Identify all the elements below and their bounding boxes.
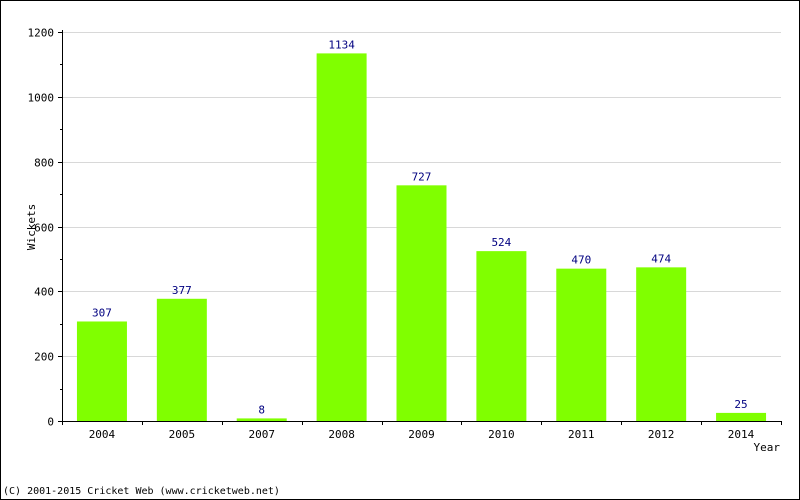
x-tick-label: 2012 bbox=[648, 428, 675, 441]
bar bbox=[156, 298, 207, 421]
y-tick-label: 800 bbox=[34, 157, 54, 170]
bars bbox=[76, 53, 767, 422]
bar bbox=[316, 53, 367, 422]
x-tick-label: 2010 bbox=[488, 428, 515, 441]
bar-value-label: 8 bbox=[258, 403, 265, 416]
y-tick-label: 400 bbox=[34, 286, 54, 299]
x-tick-label: 2014 bbox=[728, 428, 755, 441]
x-tick-label: 2011 bbox=[568, 428, 595, 441]
bar-value-label: 470 bbox=[571, 254, 591, 267]
x-tick-label: 2008 bbox=[328, 428, 355, 441]
bar-value-label: 307 bbox=[92, 306, 112, 319]
bar bbox=[476, 251, 527, 421]
bar-value-label: 377 bbox=[172, 284, 192, 297]
bar bbox=[236, 418, 287, 421]
y-tick-label: 600 bbox=[34, 222, 54, 235]
x-axis-title: Year bbox=[754, 441, 781, 454]
bar bbox=[556, 268, 607, 421]
y-tick-label: 1000 bbox=[28, 92, 55, 105]
bar bbox=[636, 267, 687, 421]
axes bbox=[58, 30, 782, 425]
y-tick-label: 0 bbox=[47, 416, 54, 429]
bar bbox=[396, 185, 447, 421]
labels: 0 200 400 600 800 1000 1200 307 2004 377 2005 8 2007… bbox=[28, 27, 755, 442]
x-tick-label: 2007 bbox=[248, 428, 275, 441]
bar-value-label: 1134 bbox=[328, 38, 355, 51]
bar-value-label: 524 bbox=[491, 236, 511, 249]
copyright-footer: (C) 2001-2015 Cricket Web (www.cricketwe… bbox=[3, 486, 280, 497]
bar-value-label: 25 bbox=[734, 398, 747, 411]
x-tick-label: 2004 bbox=[89, 428, 116, 441]
bar bbox=[76, 321, 127, 421]
bar bbox=[716, 412, 767, 421]
bar-value-label: 727 bbox=[412, 170, 432, 183]
x-tick-label: 2005 bbox=[169, 428, 196, 441]
x-tick-label: 2009 bbox=[408, 428, 435, 441]
y-axis-title: Wickets bbox=[25, 204, 38, 250]
bar-value-label: 474 bbox=[651, 252, 671, 265]
y-tick-label: 1200 bbox=[28, 27, 55, 40]
y-tick-label: 200 bbox=[34, 351, 54, 364]
